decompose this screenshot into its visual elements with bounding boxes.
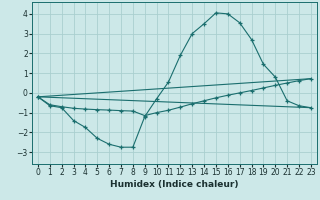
X-axis label: Humidex (Indice chaleur): Humidex (Indice chaleur) — [110, 180, 239, 189]
